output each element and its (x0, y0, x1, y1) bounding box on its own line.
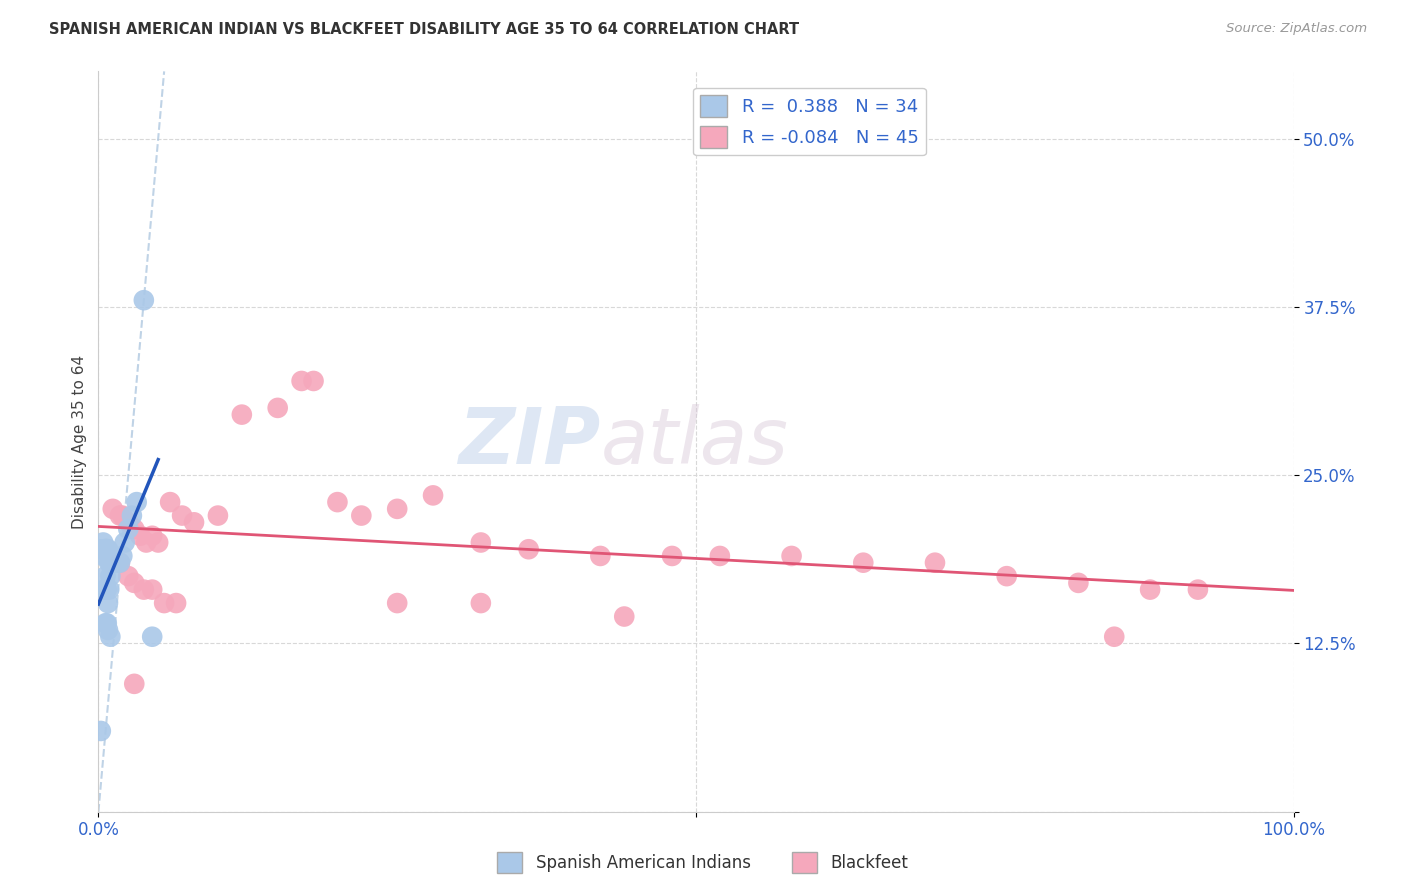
Point (613, 609, 636, 624)
Point (121, 508, 143, 523)
Point (104, 556, 127, 570)
Point (111, 549, 134, 563)
Point (98, 569, 122, 583)
Point (124, 522, 146, 536)
Point (98, 556, 122, 570)
Point (132, 293, 155, 308)
Point (231, 408, 253, 422)
Point (96, 582, 118, 597)
Point (108, 508, 131, 523)
Point (108, 556, 131, 570)
Point (350, 508, 373, 523)
Point (124, 575, 146, 590)
Point (183, 516, 205, 530)
Point (91, 542, 114, 557)
Point (326, 495, 349, 509)
Point (97, 542, 120, 557)
Point (101, 501, 124, 516)
Point (517, 542, 540, 557)
Point (141, 630, 163, 644)
Point (111, 508, 134, 523)
Point (129, 529, 152, 543)
Text: Source: ZipAtlas.com: Source: ZipAtlas.com (1226, 22, 1367, 36)
Point (96, 616, 118, 631)
Point (780, 549, 803, 563)
Point (470, 596, 492, 610)
Point (93, 582, 115, 597)
Point (97, 623, 120, 637)
Point (165, 596, 187, 610)
Point (135, 535, 157, 549)
Point (117, 522, 139, 536)
Point (117, 516, 139, 530)
Point (94, 616, 117, 631)
Point (148, 535, 170, 549)
Point (924, 556, 946, 570)
Point (1104, 630, 1126, 644)
Point (117, 569, 139, 583)
Point (105, 556, 128, 570)
Point (709, 549, 731, 563)
Point (1139, 582, 1161, 597)
Point (852, 556, 875, 570)
Point (94, 569, 117, 583)
Point (96, 542, 118, 557)
Point (207, 508, 229, 523)
Point (153, 596, 176, 610)
Point (101, 556, 124, 570)
Point (267, 401, 290, 415)
Point (90, 723, 112, 738)
Point (302, 374, 325, 388)
Legend: Spanish American Indians, Blackfeet: Spanish American Indians, Blackfeet (491, 846, 915, 880)
Point (385, 596, 409, 610)
Point (94, 542, 117, 557)
Point (98, 582, 121, 597)
Point (385, 501, 409, 516)
Point (422, 488, 444, 502)
Point (91, 549, 114, 563)
Point (1067, 575, 1090, 590)
Point (124, 677, 146, 691)
Text: SPANISH AMERICAN INDIAN VS BLACKFEET DISABILITY AGE 35 TO 64 CORRELATION CHART: SPANISH AMERICAN INDIAN VS BLACKFEET DIS… (49, 22, 800, 37)
Point (103, 556, 125, 570)
Point (141, 529, 163, 543)
Text: atlas: atlas (600, 403, 789, 480)
Text: ZIP: ZIP (458, 403, 600, 480)
Point (470, 535, 492, 549)
Point (995, 569, 1018, 583)
Y-axis label: Disability Age 35 to 64: Disability Age 35 to 64 (72, 354, 87, 529)
Point (93, 542, 115, 557)
Point (661, 549, 683, 563)
Point (1187, 582, 1209, 597)
Point (98, 630, 122, 644)
Point (589, 549, 612, 563)
Point (100, 556, 122, 570)
Point (108, 556, 131, 570)
Point (159, 495, 181, 509)
Point (91, 535, 114, 549)
Point (132, 582, 155, 597)
Point (125, 495, 148, 509)
Point (114, 535, 136, 549)
Point (97, 596, 120, 610)
Legend: R =  0.388   N = 34, R = -0.084   N = 45: R = 0.388 N = 34, R = -0.084 N = 45 (693, 87, 927, 155)
Point (98, 556, 121, 570)
Point (172, 508, 194, 523)
Point (107, 556, 129, 570)
Point (291, 374, 314, 388)
Point (141, 582, 163, 597)
